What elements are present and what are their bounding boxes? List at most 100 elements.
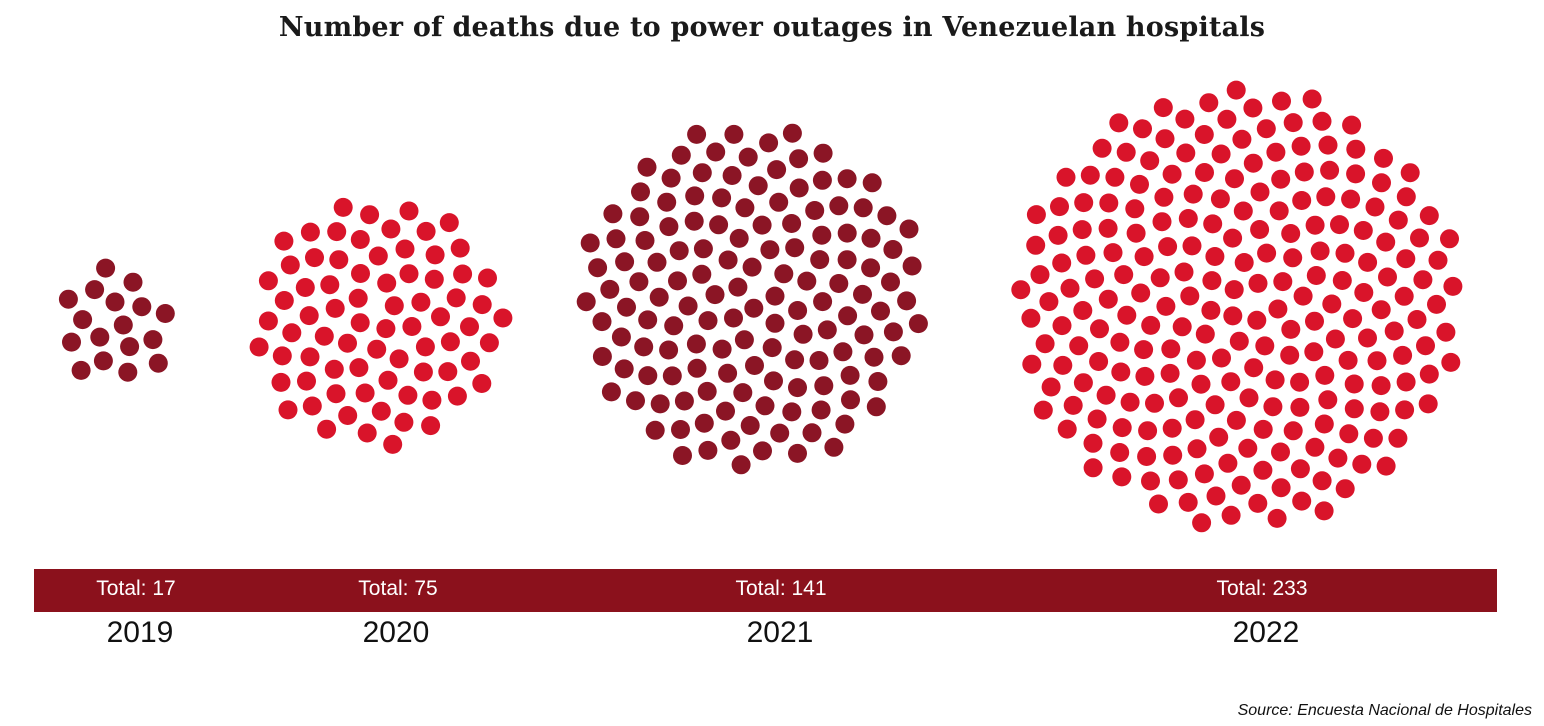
dot-cluster-2019 [58, 258, 175, 382]
death-dot [1407, 310, 1427, 329]
death-dot [360, 205, 380, 225]
death-dot [446, 288, 466, 308]
death-dot [1056, 167, 1076, 187]
death-dot [398, 385, 418, 405]
death-dot [722, 166, 742, 185]
death-dot [718, 250, 738, 270]
death-dot [617, 297, 636, 317]
death-dot [600, 279, 620, 299]
death-dot [1194, 125, 1214, 144]
death-dot [399, 201, 419, 221]
death-dot [615, 252, 635, 272]
death-dot [1178, 492, 1198, 512]
death-dot [1441, 352, 1461, 372]
death-dot [1344, 399, 1364, 419]
death-dot [338, 406, 358, 425]
death-dot [1195, 163, 1214, 182]
death-dot [348, 288, 368, 308]
death-dot [439, 213, 459, 233]
death-dot [899, 219, 919, 239]
death-dot [601, 382, 621, 402]
death-dot [1116, 142, 1136, 162]
death-dot [1410, 228, 1429, 248]
death-dot [712, 339, 732, 359]
death-dot [1026, 235, 1046, 255]
death-dot [1292, 191, 1312, 210]
death-dot [840, 365, 860, 385]
death-dot [1395, 400, 1415, 420]
death-dot [1162, 418, 1182, 438]
death-dot [258, 271, 278, 291]
death-dot [1158, 237, 1178, 257]
death-dot [1098, 218, 1118, 238]
death-dot [1149, 494, 1168, 514]
death-dot [638, 366, 658, 386]
death-dot [350, 230, 370, 249]
death-dot [1221, 505, 1241, 525]
death-dot [1281, 224, 1301, 243]
death-dot [1330, 215, 1349, 235]
death-dot [1225, 169, 1244, 189]
death-dot [1072, 220, 1092, 240]
death-dot [1112, 418, 1132, 438]
death-dot [908, 314, 928, 334]
death-dot [1244, 358, 1264, 378]
death-dot [1202, 271, 1222, 291]
death-dot [871, 301, 890, 321]
death-dot [1117, 305, 1137, 325]
death-dot [1026, 205, 1046, 225]
death-dot [421, 416, 441, 436]
death-dot [752, 215, 772, 235]
death-dot [1110, 443, 1130, 462]
death-dot [576, 292, 596, 312]
death-dot [1030, 265, 1050, 285]
death-dot [603, 204, 623, 224]
death-dot [324, 359, 344, 379]
death-dot [580, 233, 600, 253]
death-dot [1335, 479, 1355, 499]
death-dot [258, 311, 278, 331]
death-dot [395, 239, 415, 259]
death-dot [493, 308, 513, 328]
year-label-2021: 2021 [746, 616, 814, 649]
death-dot [1135, 366, 1155, 386]
death-dot [1290, 372, 1310, 392]
death-dot [402, 317, 422, 336]
death-dot [1248, 273, 1268, 293]
death-dot [367, 339, 387, 359]
death-dot [611, 327, 631, 347]
death-dot [762, 338, 782, 358]
death-dot [73, 310, 93, 330]
death-dot [1053, 355, 1073, 375]
death-dot [1186, 350, 1206, 370]
death-dot [1316, 187, 1336, 207]
death-dot [614, 359, 634, 379]
death-dot [278, 400, 298, 420]
death-dot [592, 347, 612, 366]
death-dot [812, 225, 832, 245]
death-dot [740, 416, 760, 435]
death-dot [674, 391, 694, 411]
death-dot [371, 401, 391, 421]
death-dot [1120, 392, 1140, 412]
death-dot [325, 298, 345, 318]
death-dot [1168, 470, 1188, 490]
death-dot [381, 219, 401, 239]
death-dot [368, 246, 388, 266]
death-dot [1223, 228, 1243, 248]
death-dot [1318, 135, 1338, 155]
death-dot [765, 286, 785, 306]
death-dot [634, 337, 654, 357]
death-dot [1074, 193, 1094, 213]
death-dot [413, 362, 433, 382]
death-dot [143, 330, 163, 350]
death-dot [1134, 247, 1154, 267]
death-dot [440, 332, 460, 352]
death-dot [1305, 437, 1325, 457]
death-dot [105, 292, 125, 312]
death-dot [1393, 345, 1413, 365]
death-dot [1174, 262, 1194, 282]
death-dot [1217, 109, 1237, 129]
death-dot [868, 372, 888, 391]
death-dot [1388, 210, 1408, 230]
